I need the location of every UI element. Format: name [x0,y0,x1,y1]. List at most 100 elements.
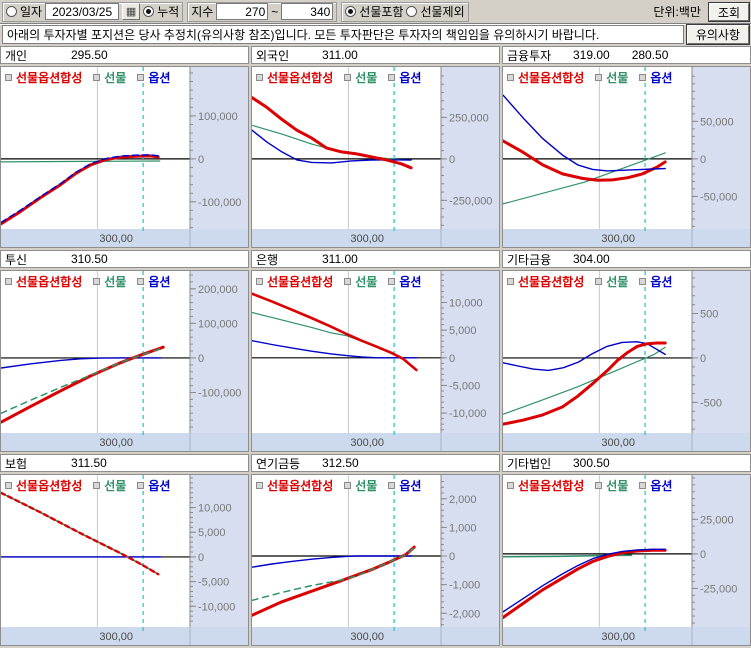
y-tick-label: 0 [700,154,706,166]
series-futures [1,346,164,415]
investor-value: 310.50 [71,252,108,266]
y-tick-label: 0 [700,353,706,365]
index-label: 지수 [191,5,214,19]
x-axis-label: 300,00 [601,233,635,245]
investor-name: 금융투자 [507,48,552,63]
series-options [1,357,162,369]
calendar-icon[interactable]: ▦ [122,3,141,20]
index-from-input[interactable] [216,3,269,20]
y-axis-strip [190,475,248,627]
date-radio[interactable] [6,6,17,17]
investor-panel: 은행 311.00 10,000 5,000 0 -5,000 -10,000 300,00 선… [251,250,500,452]
investor-panel: 기타법인 300.50 25,000 0 -25,000 300,00 선물옵션합성 선물 옵션 [502,454,751,646]
panel-header: 개인 295.50 [0,46,249,64]
date-input[interactable] [45,3,120,20]
y-tick-label: 0 [700,549,706,561]
futures-exclude-label: 선물제외 [420,5,465,19]
x-axis-label: 300,00 [350,437,384,449]
chart-svg: 10,000 5,000 0 -5,000 -10,000 300,00 [252,271,499,451]
investor-value: 311.00 [322,48,358,62]
y-axis-strip [692,67,750,229]
series-composite [1,345,165,424]
x-axis-strip [1,229,248,247]
series-futures [503,346,666,415]
x-axis-strip [503,627,750,645]
y-tick-label: 5,000 [198,527,226,539]
series-composite [1,154,160,226]
chart-svg: 250,000 0 -250,000 300,00 [252,67,499,247]
notice-row: 아래의 투자자별 포지션은 당사 추정치(유의사항 참조)입니다. 모든 투자판… [0,24,751,46]
date-mode-group: 일자 ▦ 누적 [2,1,184,22]
chart-area[interactable]: 25,000 0 -25,000 300,00 선물옵션합성 선물 옵션 [502,474,751,646]
series-futures [252,311,417,372]
chart-area[interactable]: 500 0 -500 300,00 선물옵션합성 선물 옵션 [502,270,751,452]
x-axis-label: 300,00 [601,631,635,643]
y-axis-strip [441,475,499,627]
chart-area[interactable]: 250,000 0 -250,000 300,00 선물옵션합성 선물 옵션 [251,66,500,248]
y-tick-label: 10,000 [198,503,232,515]
x-axis-strip [503,433,750,451]
investor-name: 기타법인 [507,456,552,471]
y-tick-label: 100,000 [198,318,238,330]
y-axis-strip [190,67,248,229]
panel-header: 외국인 311.00 [251,46,500,64]
y-tick-label: 200,000 [198,284,238,296]
y-axis-strip [692,271,750,433]
y-tick-label: 1,000 [449,522,477,534]
y-tick-label: 2,000 [449,494,477,506]
index-to-input[interactable] [281,3,334,20]
y-tick-label: 0 [198,154,204,166]
investor-name: 개인 [5,48,28,63]
panel-header: 금융투자 319.00 280.50 [502,46,751,64]
investor-panel: 보험 311.50 10,000 5,000 0 -5,000 -10,000 300,00 선… [0,454,249,646]
y-tick-label: 250,000 [449,112,489,124]
series-options [1,154,159,224]
chart-svg: 200,000 100,000 0 -100,000 300,00 [1,271,248,451]
chart-area[interactable]: 200,000 100,000 0 -100,000 300,00 선물옵션합성 선물 옵션 [0,270,249,452]
y-tick-label: 0 [449,154,455,166]
chart-svg: 25,000 0 -25,000 300,00 [503,475,750,645]
series-futures [252,546,415,602]
chart-area[interactable]: 2,000 1,000 0 -1,000 -2,000 300,00 선물옵션합성 선물 옵션 [251,474,500,646]
y-tick-label: -5,000 [449,380,480,392]
y-axis-strip [190,271,248,433]
cumulative-radio[interactable] [143,6,155,17]
panel-header: 기타법인 300.50 [502,454,751,472]
x-axis-strip [252,627,499,645]
x-axis-strip [252,229,499,247]
range-separator: ~ [271,4,279,19]
y-tick-label: -100,000 [198,197,241,209]
y-tick-label: 500 [700,309,718,321]
y-tick-label: 10,000 [449,298,483,310]
series-options [503,548,666,613]
chart-svg: 50,000 0 -50,000 300,00 [503,67,750,247]
series-futures [503,152,666,205]
toolbar: 일자 ▦ 누적 지수 ~ 선물포함 선물제외 단위:백만 조회 [0,0,751,24]
unit-label: 단위:백만 [653,5,701,19]
notice-text-box: 아래의 투자자별 포지션은 당사 추정치(유의사항 참조)입니다. 모든 투자판… [2,25,684,44]
y-tick-label: 0 [198,353,204,365]
chart-area[interactable]: 50,000 0 -50,000 300,00 선물옵션합성 선물 옵션 [502,66,751,248]
futures-exclude-radio[interactable] [406,6,418,17]
chart-area[interactable]: 10,000 5,000 0 -5,000 -10,000 300,00 선물옵션합성 선물 옵… [0,474,249,646]
series-composite [1,491,160,576]
query-button[interactable]: 조회 [707,1,751,22]
y-tick-label: 0 [198,552,204,564]
investor-panel: 투신 310.50 200,000 100,000 0 -100,000 300,00 선물옵… [0,250,249,452]
investor-value: 312.50 [322,456,359,470]
chart-area[interactable]: 10,000 5,000 0 -5,000 -10,000 300,00 선물옵션합성 선물 옵… [251,270,500,452]
y-tick-label: -1,000 [449,580,480,592]
cumulative-radio-label: 누적 [157,5,180,19]
investor-name: 보험 [5,456,28,471]
investor-value: 280.50 [631,48,669,62]
series-composite [252,292,418,372]
x-axis-strip [1,627,248,645]
futures-include-radio[interactable] [345,6,357,17]
chart-area[interactable]: 100,000 0 -100,000 300,00 선물옵션합성 선물 옵션 [0,66,249,248]
caution-button[interactable]: 유의사항 [685,24,751,45]
series-composite [252,96,413,170]
x-axis-label: 300,00 [99,631,133,643]
panel-header: 보험 311.50 [0,454,249,472]
investor-name: 기타금융 [507,252,552,267]
investor-name: 연기금등 [256,456,301,471]
